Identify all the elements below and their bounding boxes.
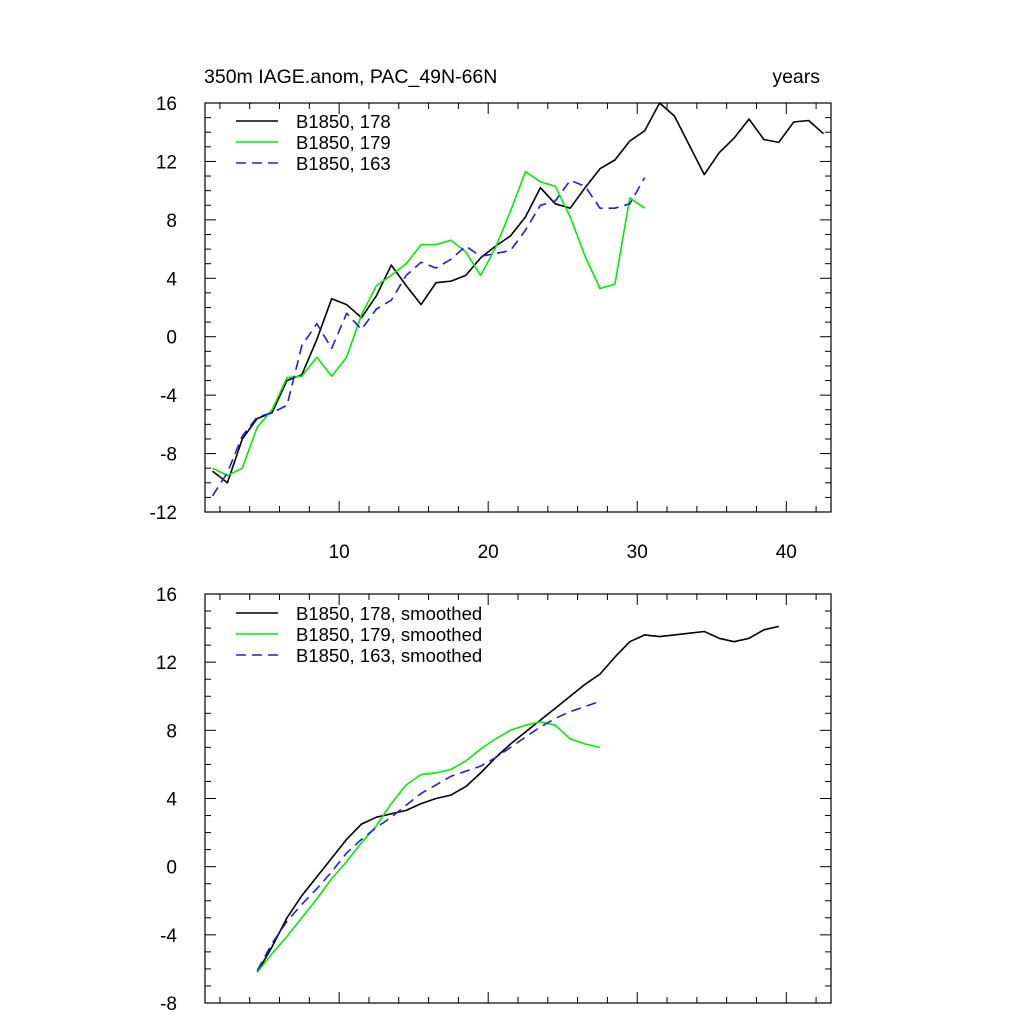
y-tick-label: 0: [166, 328, 177, 349]
y-tick-label: -12: [150, 503, 177, 524]
y-tick-label: 12: [156, 653, 177, 674]
series-line: [211, 177, 646, 497]
series-line: [256, 700, 601, 971]
series-line: [256, 720, 601, 973]
x-tick-label: 40: [776, 542, 797, 563]
series-line: [212, 102, 825, 484]
y-tick-label: 8: [166, 211, 177, 232]
y-tick-label: 4: [166, 790, 177, 811]
legend-label: B1850, 163: [296, 153, 391, 174]
legend-label: B1850, 178: [296, 111, 391, 132]
x-tick-label: 30: [627, 542, 648, 563]
series-line: [256, 625, 779, 973]
y-tick-label: 8: [166, 721, 177, 742]
x-tick-label: 20: [478, 542, 499, 563]
legend-label: B1850, 179, smoothed: [296, 624, 482, 645]
legend-label: B1850, 179: [296, 132, 391, 153]
y-tick-label: 12: [156, 152, 177, 173]
legend-label: B1850, 163, smoothed: [296, 645, 482, 666]
y-tick-label: -4: [160, 386, 177, 407]
y-tick-label: -8: [160, 445, 177, 466]
series-line: [212, 170, 646, 477]
chart-title: 350m IAGE.anom, PAC_49N-66N: [204, 66, 497, 88]
chart-units-label: years: [772, 66, 820, 88]
y-tick-label: -8: [160, 994, 177, 1015]
x-tick-label: 10: [329, 542, 350, 563]
legend-label: B1850, 178, smoothed: [296, 603, 482, 624]
y-tick-label: 4: [166, 269, 177, 290]
y-tick-label: 16: [156, 94, 177, 115]
y-tick-label: -4: [160, 926, 177, 947]
y-tick-label: 0: [166, 858, 177, 879]
y-tick-label: 16: [156, 585, 177, 606]
